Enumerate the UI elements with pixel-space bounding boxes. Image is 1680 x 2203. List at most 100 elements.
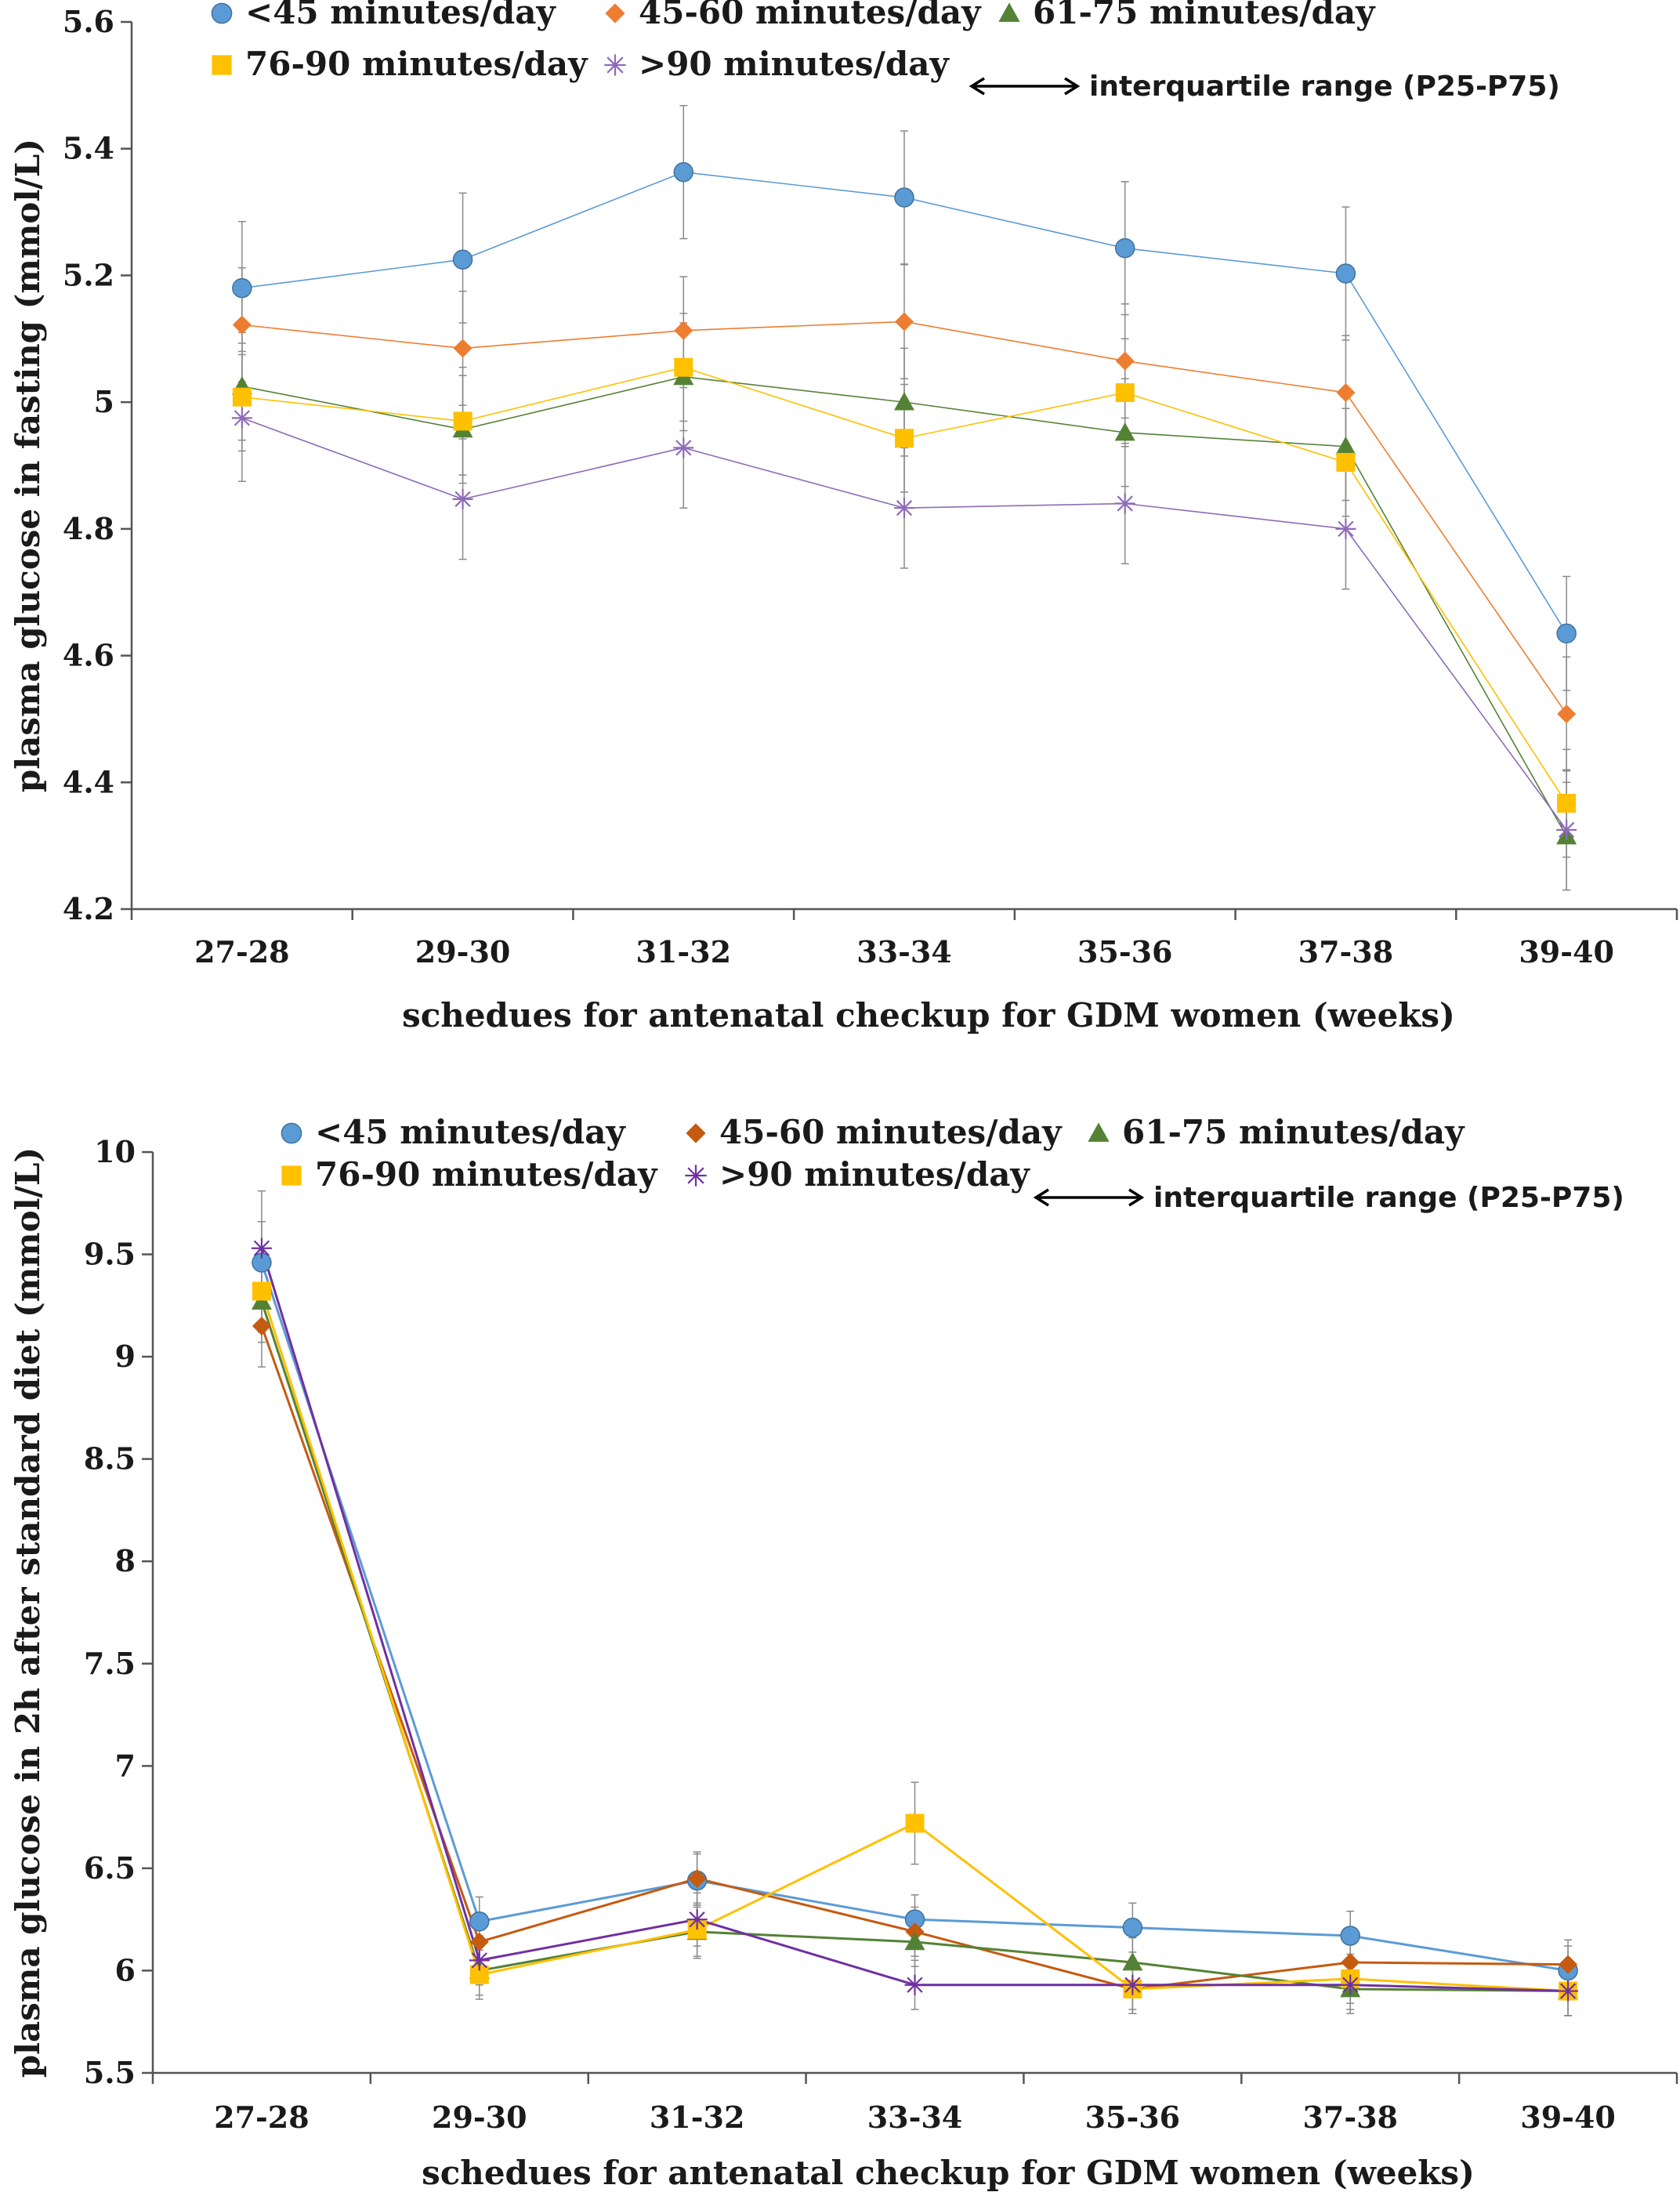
- data-point: [252, 1316, 271, 1335]
- y-tick-label: 4.4: [63, 764, 114, 799]
- data-point: [1115, 351, 1135, 371]
- data-point: [1559, 1955, 1578, 1974]
- legend-marker: [604, 54, 626, 76]
- data-point: [232, 315, 252, 335]
- legend-iqr-label: interquartile range (P25-P75): [1089, 71, 1560, 103]
- y-tick-label: 5.5: [84, 2055, 136, 2090]
- x-tick-label: 27-28: [194, 934, 290, 969]
- legend-marker: [281, 1122, 302, 1144]
- y-tick-label: 5.2: [63, 257, 114, 292]
- y-tick-label: 5.6: [63, 4, 114, 39]
- data-point: [674, 321, 693, 340]
- data-point: [1122, 1952, 1143, 1971]
- chart-2h-svg: 5.5 6 6.5 7 7.5 8 8.5 9 9.5 10 27-28 29-30 31-32 33-3…: [9, 1113, 1678, 2192]
- data-point: [1341, 1953, 1360, 1972]
- x-tick-label: 37-38: [1298, 934, 1394, 969]
- data-point: [1340, 1974, 1361, 1995]
- x-tick-label: 29-30: [432, 2100, 527, 2135]
- data-point: [1114, 493, 1135, 514]
- data-point: [232, 277, 252, 299]
- legend-arrow: [1033, 1188, 1145, 1207]
- y-tick-label: 6.5: [84, 1850, 136, 1886]
- y-tick-label: 7.5: [84, 1646, 136, 1681]
- data-point: [1336, 452, 1356, 472]
- y-tick-label: 5: [94, 384, 114, 419]
- legend-label: >90 minutes/day: [639, 45, 950, 83]
- data-point: [1122, 1974, 1143, 1995]
- x-tick-label: 27-28: [214, 2100, 310, 2135]
- data-point: [894, 498, 914, 519]
- legend-marker: [685, 1165, 707, 1187]
- data-point: [1115, 383, 1135, 403]
- data-point: [673, 161, 694, 183]
- x-tick-label: 33-34: [867, 2100, 963, 2135]
- x-tick-label: 29-30: [415, 934, 511, 969]
- y-tick-label: 8.5: [84, 1441, 136, 1477]
- legend-label: 76-90 minutes/day: [245, 45, 588, 83]
- data-point: [1557, 704, 1577, 723]
- y-tick-label: 10: [94, 1134, 136, 1169]
- x-tick-label: 35-36: [1077, 934, 1173, 969]
- data-point: [1556, 819, 1577, 840]
- data-point: [1335, 263, 1356, 284]
- x-axis-label: schedues for antenatal checkup for GDM w…: [402, 996, 1455, 1034]
- data-point: [251, 1237, 272, 1259]
- chart-fasting-svg: 4.2 4.4 4.6 4.8 5 5.2 5.4 5.6 27-28 29-30 31-32 33-…: [9, 0, 1678, 1034]
- data-point: [1557, 793, 1577, 813]
- chart-postprandial-glucose: 5.5 6 6.5 7 7.5 8 8.5 9 9.5 10 27-28 29-30 31-32 33-3…: [0, 1093, 1680, 2200]
- data-point: [905, 1922, 925, 1941]
- y-tick-label: 4.2: [63, 891, 114, 926]
- x-tick-label: 31-32: [636, 934, 732, 969]
- data-point: [1122, 1917, 1143, 1938]
- data-point: [1340, 1926, 1360, 1946]
- data-point: [452, 488, 473, 509]
- data-point: [674, 357, 693, 377]
- legend-label: 45-60 minutes/day: [719, 1113, 1063, 1151]
- data-point: [895, 312, 914, 332]
- data-point: [469, 1932, 489, 1951]
- legend-label: >90 minutes/day: [719, 1155, 1030, 1194]
- y-tick-label: 7: [115, 1748, 136, 1783]
- legend-label: <45 minutes/day: [315, 1113, 626, 1151]
- y-tick-label: 4.8: [63, 511, 114, 546]
- data-point: [1336, 383, 1356, 403]
- data-point: [904, 1931, 925, 1951]
- data-point: [252, 1281, 271, 1301]
- y-tick-label: 9.5: [84, 1237, 136, 1272]
- data-point: [1335, 436, 1356, 455]
- legend-label: 45-60 minutes/day: [639, 0, 982, 31]
- data-point: [453, 339, 472, 358]
- legend-arrow: [969, 77, 1081, 96]
- legend-marker: [281, 1165, 302, 1186]
- legend-marker: [605, 3, 625, 24]
- data-point: [904, 1974, 925, 1995]
- y-tick-label: 9: [115, 1339, 136, 1374]
- x-tick-label: 39-40: [1519, 934, 1614, 969]
- y-tick-label: 6: [115, 1952, 136, 1987]
- data-point: [686, 1909, 708, 1930]
- data-point: [231, 408, 252, 429]
- y-tick-label: 8: [115, 1543, 136, 1578]
- y-axis-label: plasma glucose in fasting (mmol/L): [9, 139, 47, 792]
- legend-label: 61-75 minutes/day: [1033, 0, 1376, 31]
- y-tick-label: 5.4: [63, 131, 114, 166]
- data-point: [469, 1950, 490, 1971]
- data-point: [894, 187, 914, 208]
- x-tick-label: 39-40: [1520, 2100, 1616, 2135]
- data-point: [673, 437, 694, 458]
- y-axis-label: plasma glucose in 2h after standard diet…: [9, 1147, 47, 2078]
- data-point: [232, 387, 252, 407]
- data-point: [453, 411, 472, 431]
- legend-label: <45 minutes/day: [245, 0, 556, 31]
- x-tick-label: 33-34: [856, 934, 952, 969]
- legend-marker: [1088, 1122, 1110, 1142]
- data-point: [1114, 237, 1135, 259]
- data-point: [452, 249, 473, 270]
- x-axis-label: schedues for antenatal checkup for GDM w…: [422, 2154, 1475, 2192]
- x-tick-label: 37-38: [1302, 2100, 1398, 2135]
- legend-marker: [686, 1123, 706, 1143]
- x-tick-label: 31-32: [650, 2100, 745, 2135]
- data-point: [895, 429, 914, 448]
- chart-fasting-glucose: 4.2 4.4 4.6 4.8 5 5.2 5.4 5.6 27-28 29-30 31-32 33-…: [0, 0, 1680, 1074]
- legend-marker: [211, 2, 233, 24]
